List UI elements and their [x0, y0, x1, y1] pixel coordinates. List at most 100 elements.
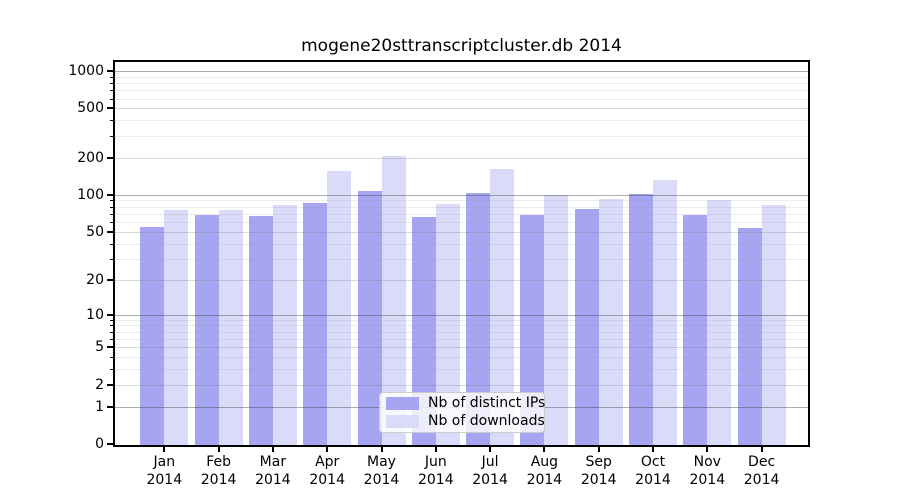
x-tick-label-feb: Feb 2014	[200, 454, 237, 488]
y-tick-mark-2	[107, 383, 113, 386]
bar-ips-jan	[140, 226, 165, 445]
gridline-minor-70	[113, 213, 810, 215]
bar-ips-apr	[303, 202, 328, 445]
bar-downloads-sep	[598, 199, 623, 445]
y-minor-tick-400	[110, 120, 113, 122]
x-tick-mark-jan	[163, 447, 166, 452]
x-tick-label-mar: Mar 2014	[255, 454, 291, 488]
y-tick-label-0: 0	[95, 436, 104, 452]
bar-downloads-apr	[327, 170, 352, 445]
y-minor-tick-700	[110, 90, 113, 92]
gridline-minor-600	[113, 98, 810, 100]
y-minor-tick-800	[110, 83, 113, 85]
x-tick-label-aug: Aug 2014	[526, 454, 563, 488]
y-minor-tick-70	[110, 213, 113, 215]
x-tick-label-nov: Nov 2014	[689, 454, 726, 488]
y-tick-mark-10	[107, 313, 113, 316]
chart-title: mogene20sttranscriptcluster.db 2014	[301, 36, 622, 56]
gridline-50	[113, 231, 810, 233]
gridline-20	[113, 279, 810, 281]
y-tick-label-5: 5	[95, 339, 104, 356]
bar-downloads-mar	[272, 205, 297, 445]
gridline-10	[113, 314, 810, 316]
y-minor-tick-600	[110, 98, 113, 100]
gridline-minor-400	[113, 120, 810, 122]
bar-downloads-oct	[653, 179, 677, 445]
gridline-minor-40	[113, 243, 810, 245]
x-tick-label-dec: Dec 2014	[743, 454, 780, 488]
x-tick-mark-nov	[706, 447, 709, 452]
bar-ips-may	[357, 191, 382, 445]
x-tick-label-jan: Jan 2014	[146, 454, 183, 488]
x-tick-label-may: May 2014	[363, 454, 400, 488]
y-tick-mark-1	[107, 405, 113, 408]
y-tick-mark-0	[107, 443, 113, 445]
x-tick-mark-sep	[597, 447, 600, 452]
x-tick-label-oct: Oct 2014	[635, 454, 671, 488]
gridline-500	[113, 108, 810, 110]
bar-downloads-feb	[218, 210, 243, 445]
x-tick-label-jul: Jul 2014	[472, 454, 508, 488]
legend-swatch-downloads	[386, 415, 419, 428]
x-tick-mark-aug	[543, 447, 546, 452]
gridline-minor-800	[113, 83, 810, 85]
y-tick-label-2: 2	[95, 376, 104, 393]
gridline-minor-8	[113, 325, 810, 327]
gridline-minor-90	[113, 200, 810, 202]
y-tick-label-500: 500	[77, 100, 104, 117]
y-minor-tick-8	[110, 325, 113, 327]
gridline-minor-6	[113, 338, 810, 340]
y-tick-label-20: 20	[86, 271, 104, 288]
y-minor-tick-30	[110, 258, 113, 260]
legend: Nb of distinct IPs Nb of downloads	[379, 392, 545, 433]
legend-swatch-distinct-ips	[386, 397, 419, 410]
x-tick-label-sep: Sep 2014	[580, 454, 617, 488]
x-tick-mark-may	[380, 447, 383, 452]
bar-downloads-nov	[707, 199, 732, 445]
bar-ips-feb	[194, 214, 219, 445]
gridline-200	[113, 157, 810, 159]
y-minor-tick-9	[110, 319, 113, 321]
bar-downloads-dec	[761, 205, 786, 445]
y-tick-label-200: 200	[77, 149, 104, 166]
y-tick-mark-500	[107, 107, 113, 110]
gridline-minor-80	[113, 206, 810, 208]
x-tick-mark-feb	[217, 447, 220, 452]
gridline-minor-7	[113, 331, 810, 333]
y-tick-label-50: 50	[86, 223, 104, 240]
gridline-minor-900	[113, 76, 810, 78]
x-tick-mark-jun	[434, 447, 437, 452]
y-minor-tick-60	[110, 222, 113, 224]
gridline-minor-700	[113, 90, 810, 92]
gridline-2	[113, 384, 810, 386]
bar-downloads-jan	[164, 210, 189, 445]
bar-downloads-aug	[544, 195, 569, 445]
legend-label-downloads: Nb of downloads	[428, 413, 545, 429]
bar-ips-nov	[683, 215, 708, 445]
gridline-1000	[113, 71, 810, 73]
y-minor-tick-80	[110, 206, 113, 208]
gridline-5	[113, 347, 810, 349]
gridline-minor-300	[113, 135, 810, 137]
plot-area	[113, 60, 810, 447]
y-minor-tick-90	[110, 200, 113, 202]
y-tick-mark-50	[107, 230, 113, 233]
bar-ips-mar	[248, 216, 273, 445]
x-tick-label-apr: Apr 2014	[309, 454, 345, 488]
y-tick-mark-200	[107, 156, 113, 159]
gridline-minor-60	[113, 222, 810, 224]
y-minor-tick-4	[110, 357, 113, 359]
y-tick-mark-100	[107, 193, 113, 196]
gridline-minor-4	[113, 357, 810, 359]
x-tick-mark-oct	[652, 447, 654, 452]
legend-item-distinct-ips: Nb of distinct IPs	[386, 396, 545, 411]
y-minor-tick-6	[110, 338, 113, 340]
y-minor-tick-7	[110, 331, 113, 333]
gridline-minor-3	[113, 369, 810, 371]
y-tick-label-1000: 1000	[68, 63, 104, 80]
y-minor-tick-3	[110, 369, 113, 371]
y-minor-tick-300	[110, 135, 113, 137]
x-tick-mark-dec	[760, 447, 763, 452]
x-tick-mark-jul	[489, 447, 492, 452]
